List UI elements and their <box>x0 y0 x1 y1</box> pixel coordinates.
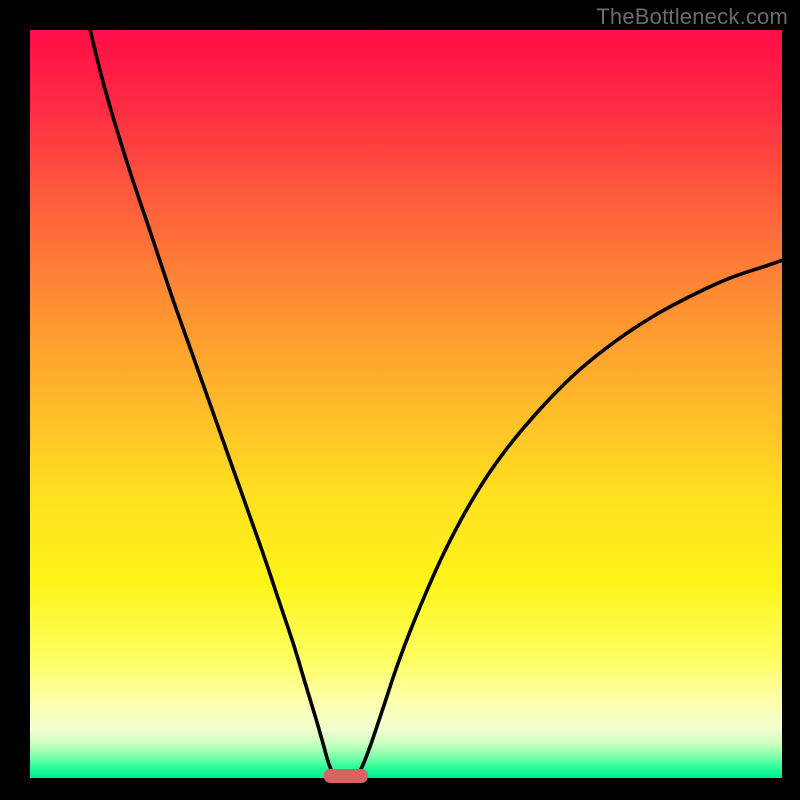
plot-background <box>30 30 782 778</box>
bottleneck-chart <box>0 0 800 800</box>
watermark-text: TheBottleneck.com <box>596 4 788 30</box>
optimum-marker <box>324 769 368 783</box>
chart-container: { "watermark": { "text": "TheBottleneck.… <box>0 0 800 800</box>
